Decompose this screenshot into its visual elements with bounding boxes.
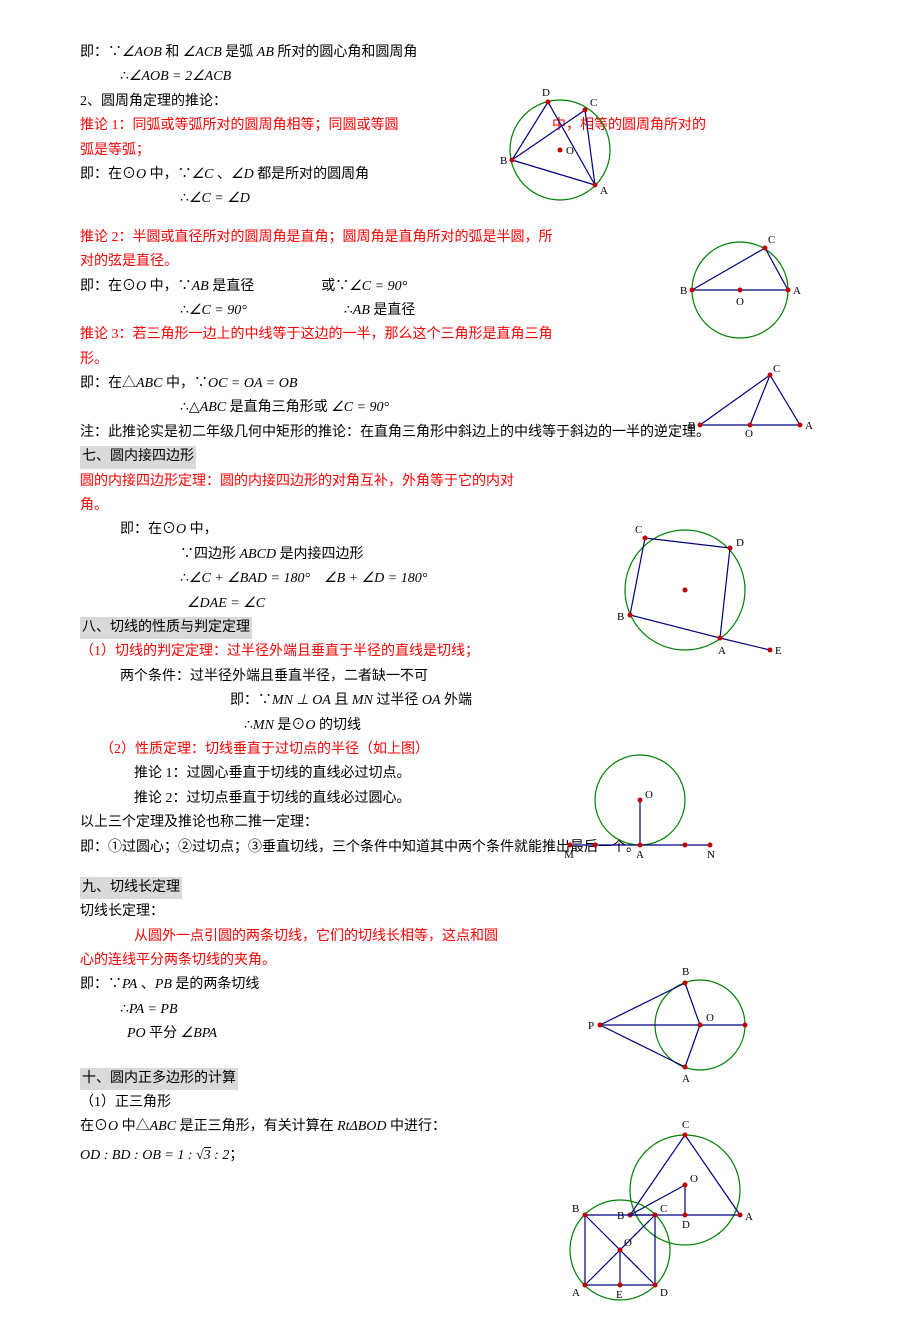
sec9-sub: 切线长定理： — [80, 901, 840, 923]
diagram-sec8: O A M N — [560, 745, 725, 868]
diagram-cor3: A B C O — [690, 370, 815, 443]
sec9-red-a: 从圆外一点引圆的两条切线，它们的切线长相等，这点和圆 — [120, 926, 840, 948]
svg-text:O: O — [624, 1237, 632, 1249]
sec8-sum1: 以上三个定理及推论也称二推一定理： — [80, 812, 840, 834]
diagram-cor2: A B C O — [680, 235, 810, 353]
sec8-p1-l2: 即：∵MN ⊥ OA 且 MN 过半径 OA 外端 — [230, 690, 840, 712]
sec8-p2-red: （2）性质定理：切线垂直于过切点的半径（如上图） — [100, 739, 840, 761]
svg-text:D: D — [682, 1219, 690, 1231]
svg-text:N: N — [707, 849, 715, 861]
intro-l3: 2、圆周角定理的推论： — [80, 91, 840, 113]
svg-text:D: D — [660, 1287, 668, 1299]
svg-text:E: E — [775, 645, 782, 657]
svg-text:P: P — [588, 1020, 594, 1032]
svg-text:O: O — [736, 296, 744, 308]
svg-text:A: A — [682, 1073, 690, 1085]
svg-text:O: O — [566, 145, 574, 157]
sec8-sum2: 即：①过圆心；②过切点；③垂直切线，三个条件中知道其中两个条件就能推出最后一个。 — [80, 837, 840, 859]
intro-l1: 即：∵∠AOB 和 ∠ACB 是弧 AB 所对的圆心角和圆周角 — [80, 42, 840, 64]
svg-text:A: A — [745, 1211, 753, 1223]
sec8-p1-l3: ∴MN 是⊙O 的切线 — [230, 715, 840, 737]
sec7-title: 七、圆内接四边形 — [80, 446, 840, 468]
svg-text:O: O — [706, 1012, 714, 1024]
svg-text:B: B — [688, 420, 695, 432]
sec9-title: 九、切线长定理 — [80, 877, 840, 899]
diagram-sec10: O A B C D O A B C D E — [560, 1130, 770, 1318]
svg-text:D: D — [736, 537, 744, 549]
svg-text:M: M — [564, 849, 574, 861]
svg-text:O: O — [745, 428, 753, 440]
svg-text:E: E — [616, 1289, 623, 1301]
svg-text:O: O — [645, 789, 653, 801]
svg-text:C: C — [635, 524, 642, 536]
cor1-red2: 弧是等弧； — [80, 140, 840, 162]
svg-text:B: B — [617, 611, 624, 623]
svg-text:C: C — [773, 363, 780, 375]
sec8-p2-l1: 推论 1：过圆心垂直于切线的直线必过切点。 — [120, 763, 840, 785]
svg-text:C: C — [768, 234, 775, 246]
cor1-red: 推论 1：同弧或等弧所对的圆周角相等；同圆或等圆 中，相等的圆周角所对的 — [80, 115, 840, 137]
svg-text:A: A — [636, 849, 644, 861]
svg-text:A: A — [793, 285, 801, 297]
svg-text:B: B — [617, 1210, 624, 1222]
sec8-p2-l2: 推论 2：过切点垂直于切线的直线必过圆心。 — [120, 788, 840, 810]
svg-text:C: C — [590, 97, 597, 109]
svg-text:O: O — [690, 1173, 698, 1185]
sec7-red-b: 角。 — [80, 495, 840, 517]
cor1-l1: 即：在⊙O 中，∵∠C 、∠D 都是所对的圆周角 — [80, 164, 840, 186]
svg-text:C: C — [660, 1203, 667, 1215]
sec7-red-a: 圆的内接四边形定理：圆的内接四边形的对角互补，外角等于它的内对 — [80, 471, 840, 493]
svg-text:B: B — [500, 155, 507, 167]
svg-text:A: A — [805, 420, 813, 432]
diagram-cor1: A B C D O — [500, 90, 630, 223]
svg-text:A: A — [572, 1287, 580, 1299]
svg-text:B: B — [572, 1203, 579, 1215]
svg-text:A: A — [600, 185, 608, 197]
svg-text:B: B — [680, 285, 687, 297]
svg-text:A: A — [718, 645, 726, 657]
svg-text:B: B — [682, 966, 689, 978]
svg-text:D: D — [542, 87, 550, 99]
intro-l2: ∴∠AOB = 2∠ACB — [120, 66, 840, 88]
diagram-sec7: A B C D E — [610, 520, 785, 678]
diagram-sec9: O P A B — [590, 965, 760, 1098]
svg-text:C: C — [682, 1119, 689, 1131]
